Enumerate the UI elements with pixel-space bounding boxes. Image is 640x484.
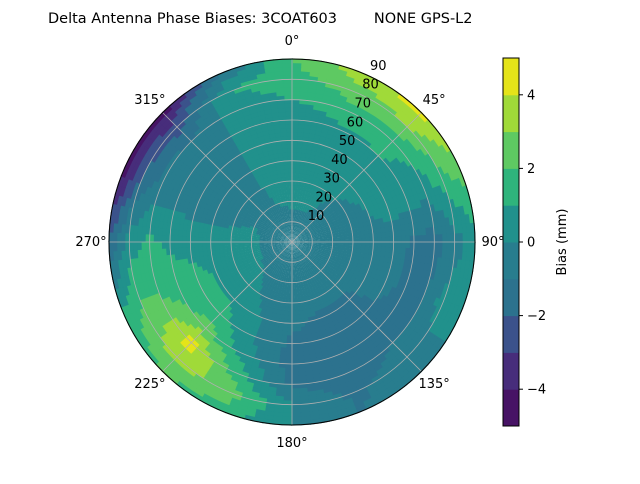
- contour-cell: [292, 172, 296, 177]
- contour-cell: [353, 242, 358, 246]
- contour-cell: [361, 242, 366, 246]
- contour-cell: [288, 307, 292, 312]
- contour-cell: [357, 242, 362, 246]
- contour-cell: [222, 238, 227, 242]
- chart-title: Delta Antenna Phase Biases: 3COAT603 NON…: [48, 11, 472, 27]
- contour-cell: [288, 303, 292, 308]
- contour-cell: [218, 238, 223, 242]
- contour-cell: [292, 168, 296, 173]
- contour-cell: [292, 176, 296, 181]
- contour-cell: [288, 311, 292, 316]
- contour-cell: [226, 238, 231, 242]
